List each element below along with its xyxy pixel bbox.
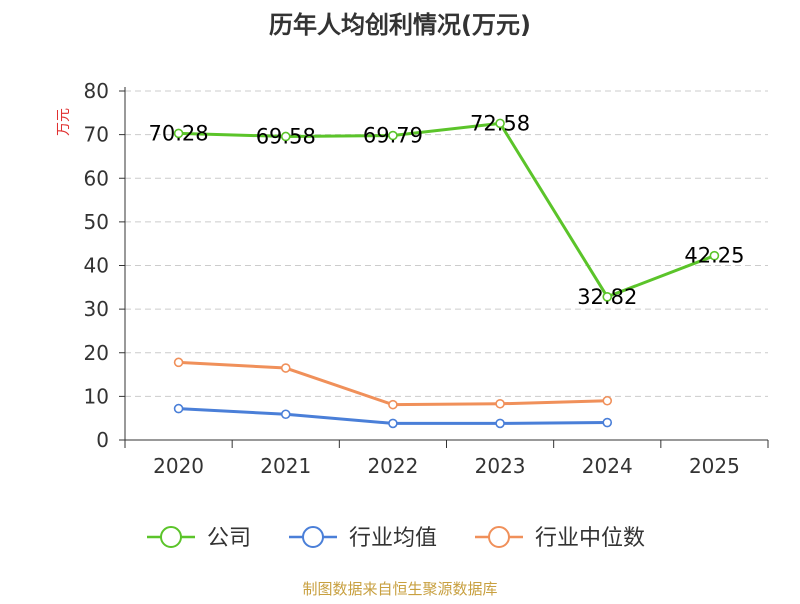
y-tick-label: 60 bbox=[84, 166, 109, 190]
source-note: 制图数据来自恒生聚源数据库 bbox=[302, 580, 497, 598]
data-point bbox=[602, 417, 613, 428]
legend-label: 公司 bbox=[207, 526, 251, 551]
data-label: 32.82 bbox=[577, 285, 637, 309]
legend: 公司 行业均值 行业中位数 bbox=[147, 526, 645, 551]
y-tick-label: 20 bbox=[84, 341, 109, 365]
data-point bbox=[495, 398, 505, 409]
data-point bbox=[280, 131, 291, 142]
data-point bbox=[388, 418, 398, 429]
data-point bbox=[602, 395, 613, 406]
y-tick-label: 40 bbox=[84, 254, 109, 278]
y-tick-label: 80 bbox=[84, 79, 109, 103]
y-tick-label: 0 bbox=[96, 428, 109, 452]
legend-swatch-marker bbox=[302, 526, 324, 548]
chart-title: 历年人均创利情况(万元) bbox=[269, 11, 531, 39]
x-tick-label: 2024 bbox=[582, 454, 633, 478]
legend-label: 行业中位数 bbox=[535, 526, 645, 551]
legend-label: 行业均值 bbox=[349, 526, 437, 551]
series-line bbox=[178, 360, 608, 407]
data-point bbox=[280, 409, 291, 420]
data-point bbox=[388, 130, 398, 141]
data-label: 69.58 bbox=[256, 124, 316, 148]
x-tick-label: 2021 bbox=[260, 454, 311, 478]
data-point bbox=[495, 418, 505, 429]
data-point bbox=[602, 292, 613, 302]
legend-item: 公司 bbox=[147, 526, 251, 551]
y-tick-label: 30 bbox=[84, 297, 109, 321]
y-tick-label: 70 bbox=[84, 123, 109, 147]
data-label: 69.79 bbox=[363, 124, 423, 148]
x-tick-label: 2023 bbox=[475, 454, 526, 478]
data-label: 70.28 bbox=[149, 121, 209, 145]
data-point bbox=[173, 357, 184, 368]
series-line bbox=[178, 121, 715, 299]
legend-swatch-marker bbox=[160, 526, 182, 548]
data-point bbox=[709, 250, 720, 261]
data-label: 42.25 bbox=[684, 244, 744, 268]
y-tick-label: 10 bbox=[84, 384, 109, 408]
data-point bbox=[388, 399, 398, 410]
data-point bbox=[173, 128, 184, 139]
label-layer: 70.28 69.58 69.79 72.58 32.82 42.25 bbox=[149, 111, 745, 308]
grid-layer bbox=[125, 90, 768, 397]
data-point bbox=[280, 363, 291, 373]
y-tick-label: 50 bbox=[84, 210, 109, 234]
axis-layer: 0 10 20 30 40 50 60 70 80 2020 2021 2022 2023 2024 202… bbox=[84, 79, 769, 478]
data-point bbox=[495, 118, 505, 129]
data-label: 72.58 bbox=[470, 111, 530, 135]
legend-swatch-marker bbox=[488, 526, 510, 548]
x-tick-label: 2022 bbox=[367, 454, 418, 478]
legend-item: 行业均值 bbox=[289, 526, 437, 551]
y-axis-label: 万元 bbox=[56, 108, 72, 136]
x-tick-label: 2025 bbox=[689, 454, 740, 478]
data-point bbox=[173, 403, 184, 414]
x-tick-label: 2020 bbox=[153, 454, 204, 478]
series-layer bbox=[173, 118, 720, 429]
legend-item: 行业中位数 bbox=[475, 526, 645, 551]
